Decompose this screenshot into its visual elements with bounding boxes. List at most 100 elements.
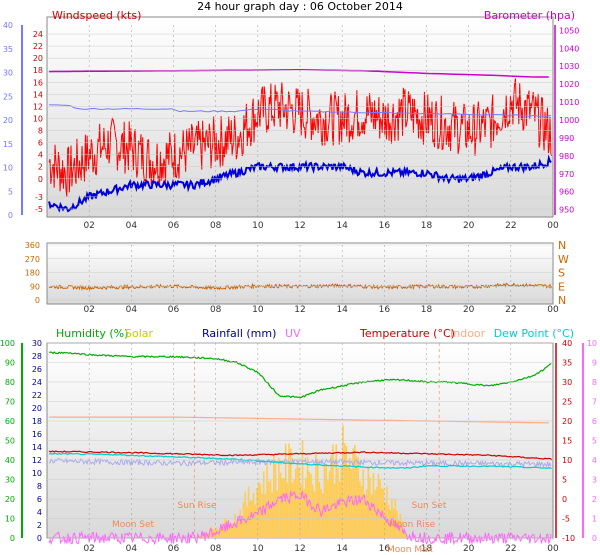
rainfall-tick-label: 26 — [32, 365, 42, 374]
time-tick-label: 16 — [379, 221, 391, 231]
time-tick-label: 18 — [421, 305, 433, 315]
time-tick-label: 06 — [168, 305, 180, 315]
windspeed-tick-label: 18 — [33, 66, 43, 75]
windspeed-tick-label: 4 — [38, 151, 43, 160]
annotation-label: Moon Max — [387, 545, 434, 555]
uv-tick-label: 4 — [592, 456, 597, 465]
uv-tick-label: 2 — [592, 495, 597, 504]
time-tick-label: 02 — [83, 305, 94, 315]
windspeed-tick-label: 16 — [33, 78, 43, 87]
uv-tick-label: 1 — [592, 515, 597, 524]
dew-point-line — [48, 452, 552, 470]
barometer-tick-label: 1050 — [559, 26, 579, 35]
barometer-line — [49, 69, 549, 78]
temperature-tick-label: 15 — [562, 437, 572, 446]
uv-tick-label: 0 — [592, 534, 597, 543]
windspeed-tick-label: 14 — [33, 90, 43, 99]
annotation-label: Moon Set — [112, 520, 155, 530]
rain-outer-tick-label: 5 — [8, 187, 13, 196]
rainfall-tick-label: 22 — [32, 391, 42, 400]
time-tick-label: 16 — [379, 305, 391, 315]
barometer-label: Barometer (hpa) — [484, 9, 575, 22]
rain-outer-tick-label: 30 — [3, 69, 13, 78]
rain-outer-tick-label: 0 — [8, 211, 13, 220]
direction-tick-label: 90 — [30, 282, 40, 291]
time-tick-label: 20 — [463, 544, 475, 554]
time-tick-label: 02 — [83, 221, 94, 231]
rainfall-tick-label: 12 — [32, 456, 42, 465]
rainfall-tick-label: 10 — [32, 469, 42, 478]
time-tick-label: 06 — [168, 221, 180, 231]
time-tick-label: 12 — [294, 221, 305, 231]
rain-outer-tick-label: 15 — [3, 140, 13, 149]
time-tick-label: 08 — [210, 305, 222, 315]
wind-axes: -5-3024681012141618202224051015202530354… — [3, 21, 580, 231]
temperature-tick-label: 40 — [562, 339, 572, 348]
rainfall-tick-label: 8 — [37, 482, 42, 491]
humidity-tick-label: 30 — [5, 476, 15, 485]
time-tick-label: 00 — [547, 544, 559, 554]
compass-label: N — [558, 294, 566, 307]
uv-tick-label: 10 — [587, 339, 597, 348]
time-tick-label: 08 — [210, 544, 222, 554]
rain-outer-tick-label: 20 — [3, 116, 13, 125]
rainfall-tick-label: 20 — [32, 404, 42, 413]
humidity-tick-label: 0 — [10, 534, 15, 543]
direction-tick-label: 270 — [25, 255, 40, 264]
annotation-label: Moon Rise — [389, 520, 436, 530]
time-tick-label: 20 — [463, 305, 475, 315]
barometer-tick-label: 1000 — [559, 116, 579, 125]
rainfall-label: Rainfall (mm) — [202, 327, 276, 340]
time-tick-label: 22 — [505, 544, 516, 554]
time-tick-label: 22 — [505, 221, 516, 231]
rainfall-tick-label: 4 — [37, 508, 42, 517]
barometer-tick-label: 1010 — [559, 98, 579, 107]
uv-tick-label: 8 — [592, 378, 597, 387]
rain-outer-tick-label: 35 — [3, 45, 13, 54]
humidity-tick-label: 20 — [5, 495, 15, 504]
astro-annotations: Moon Set Sun Rise Sun Set Moon Rise Moon Max — [112, 343, 447, 555]
humidity-tick-label: 80 — [5, 378, 15, 387]
time-tick-label: 04 — [126, 305, 138, 315]
barometer-tick-label: 970 — [559, 170, 574, 179]
humidity-label: Humidity (%) — [56, 327, 128, 340]
direction-tick-label: 180 — [25, 269, 40, 278]
humidity-tick-label: 10 — [5, 515, 15, 524]
barometer-tick-label: 990 — [559, 134, 574, 143]
windspeed-tick-label: -5 — [35, 205, 43, 214]
indoor-line — [49, 416, 549, 424]
temperature-tick-label: 20 — [562, 417, 572, 426]
barometer-tick-label: 960 — [559, 188, 574, 197]
humidity-line — [48, 351, 552, 399]
graph-title: 24 hour graph day : 06 October 2014 — [197, 0, 403, 13]
windspeed-tick-label: 20 — [33, 54, 43, 63]
temperature-label: Temperature (°C) — [359, 327, 455, 340]
solar-label: Solar — [125, 327, 154, 340]
compass-label: W — [558, 253, 569, 266]
compass-label: N — [558, 239, 566, 252]
dew-point-label: Dew Point (°C) — [494, 327, 574, 340]
humidity-tick-label: 60 — [5, 417, 15, 426]
temperature-tick-label: 25 — [562, 398, 572, 407]
uv-label: UV — [285, 327, 301, 340]
temperature-tick-label: 10 — [562, 456, 572, 465]
humidity-tick-label: 90 — [5, 359, 15, 368]
temperature-tick-label: -10 — [562, 534, 575, 543]
time-tick-label: 14 — [336, 305, 348, 315]
temperature-tick-label: 35 — [562, 359, 572, 368]
windspeed-tick-label: 0 — [38, 175, 43, 184]
windspeed-tick-label: 6 — [38, 139, 43, 148]
annotation-label: Sun Rise — [178, 501, 217, 511]
time-tick-label: 14 — [336, 221, 348, 231]
rainfall-tick-label: 30 — [32, 339, 42, 348]
windspeed-tick-label: -3 — [35, 193, 43, 202]
time-tick-label: 10 — [252, 305, 264, 315]
barometer-tick-label: 1020 — [559, 80, 579, 89]
rainfall-tick-label: 28 — [32, 352, 42, 361]
uv-tick-label: 3 — [592, 476, 597, 485]
time-tick-label: 04 — [126, 544, 138, 554]
wind-gust-line — [48, 78, 553, 197]
rainfall-tick-label: 18 — [32, 417, 42, 426]
barometer-tick-label: 950 — [559, 206, 574, 215]
temperature-series — [48, 351, 553, 546]
